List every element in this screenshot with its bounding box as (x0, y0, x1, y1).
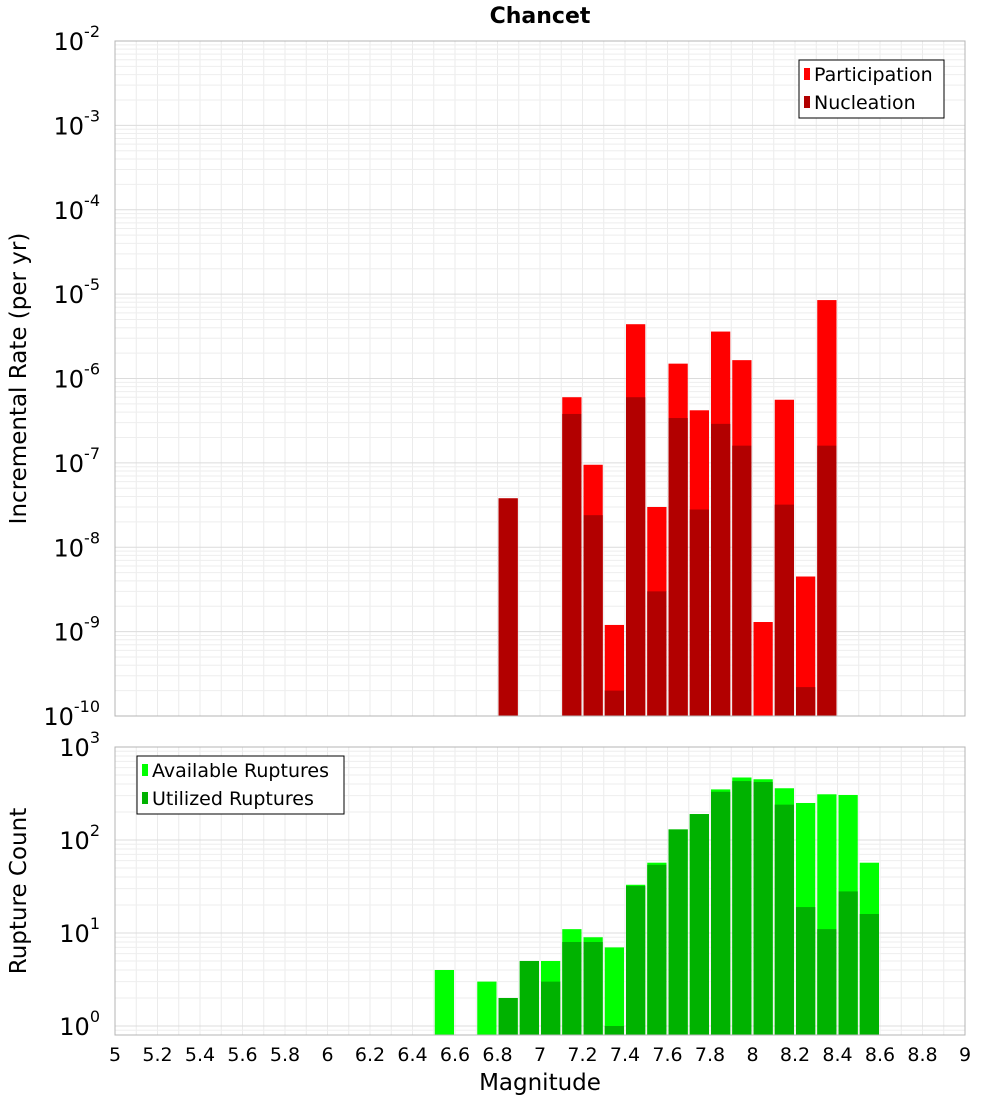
bar-series-2 (796, 687, 816, 716)
x-tick-label: 5.4 (185, 1044, 215, 1066)
x-tick-label: 6.8 (482, 1044, 512, 1066)
legend: Participation Nucleation (798, 59, 945, 119)
bar-series-2 (689, 814, 709, 1035)
plot-frame (114, 746, 966, 1036)
x-tick-label: 7.2 (567, 1044, 597, 1066)
legend-label: Nucleation (814, 92, 916, 114)
bar-series-group (498, 300, 837, 716)
bar-series-2 (838, 891, 858, 1035)
x-tick-label: 6.2 (355, 1044, 385, 1066)
y-tick-label: 10-4 (54, 191, 101, 225)
bar-series-2 (668, 829, 688, 1035)
bar-series-1 (477, 981, 497, 1035)
legend-box (136, 755, 345, 815)
bar-series-group (434, 777, 879, 1035)
bar-series-2 (519, 960, 539, 1035)
y-tick-label: 103 (59, 728, 100, 762)
x-tick-label: 5.2 (142, 1044, 172, 1066)
x-tick-label: 5 (109, 1044, 121, 1066)
plot-frame (114, 40, 966, 717)
y-tick-label: 10-6 (54, 360, 101, 394)
y-tick-label: 10-5 (54, 275, 101, 309)
x-tick-label: 9 (959, 1044, 971, 1066)
x-tick-label: 6 (321, 1044, 333, 1066)
bar-series-2 (711, 423, 731, 716)
grid-lines (114, 40, 966, 717)
bar-series-2 (498, 498, 518, 716)
bar-series-2 (626, 886, 646, 1035)
bar-series-2 (859, 914, 879, 1035)
legend-swatch (804, 96, 810, 108)
bar-series-2 (541, 981, 561, 1035)
x-tick-label: 5.6 (227, 1044, 257, 1066)
bar-series-1 (604, 947, 624, 1035)
y-axis-title: Rupture Count (6, 808, 32, 974)
legend-label: Utilized Ruptures (152, 788, 314, 810)
legend: Available Ruptures Utilized Ruptures (136, 755, 345, 815)
bar-series-2 (732, 781, 752, 1035)
bar-series-2 (647, 591, 667, 716)
bar-series-2 (732, 445, 752, 716)
chart-title: Chancet (490, 4, 591, 29)
bar-series-1 (434, 969, 454, 1035)
legend-swatch (804, 68, 810, 80)
x-tick-label: 7 (534, 1044, 546, 1066)
bar-series-2 (562, 942, 582, 1035)
x-tick-label: 7.4 (610, 1044, 640, 1066)
bar-series-2 (711, 791, 731, 1035)
x-tick-label: 8.8 (907, 1044, 937, 1066)
legend-swatch (142, 792, 148, 804)
bar-series-2 (817, 929, 837, 1035)
y-tick-label: 10-8 (54, 528, 101, 562)
y-tick-label: 10-9 (54, 613, 101, 647)
legend-swatch (142, 764, 148, 776)
y-tick-label: 10-2 (54, 22, 101, 56)
bar-series-2 (668, 418, 688, 716)
x-tick-label: 8 (746, 1044, 758, 1066)
y-tick-label: 10-3 (54, 106, 101, 140)
x-tick-label: 6.4 (397, 1044, 427, 1066)
y-tick-label: 102 (59, 821, 100, 855)
legend-box (798, 59, 945, 119)
y-tick-label: 10-10 (43, 697, 100, 731)
bar-series-2 (583, 515, 603, 716)
chart-panel-2: 100 101 102 103 Rupture Count Available Ruptu… (6, 728, 966, 1041)
bar-series-2 (774, 804, 794, 1035)
bar-series-2 (583, 942, 603, 1035)
bar-series-2 (796, 907, 816, 1035)
chart-panel-1: 10-10 10-9 10-8 10-7 10-6 10-5 10-4 10-3 10-2 Inc… (6, 22, 966, 731)
x-tick-label: 7.6 (652, 1044, 682, 1066)
y-tick-label: 101 (59, 914, 100, 948)
bar-series-2 (774, 504, 794, 716)
y-axis-title: Incremental Rate (per yr) (6, 233, 32, 525)
x-tick-label: 8.2 (780, 1044, 810, 1066)
x-tick-label: 7.8 (695, 1044, 725, 1066)
y-tick-label: 100 (59, 1007, 100, 1041)
bar-series-2 (647, 864, 667, 1035)
legend-label: Participation (814, 64, 933, 86)
bar-series-2 (689, 509, 709, 716)
x-tick-label: 6.6 (440, 1044, 470, 1066)
x-tick-labels: 5 5.2 5.4 5.6 5.8 6 6.2 6.4 6.6 6.8 7 7.2 7.4 7.6 7.8 8… (109, 1044, 971, 1066)
bar-series-2 (626, 397, 646, 716)
bar-series-2 (604, 1025, 624, 1035)
bar-series-1 (796, 576, 816, 716)
bar-series-2 (498, 997, 518, 1035)
x-tick-label: 8.4 (822, 1044, 852, 1066)
legend-label: Available Ruptures (152, 760, 329, 782)
y-tick-label: 10-7 (54, 444, 101, 478)
bar-series-2 (817, 445, 837, 716)
x-axis-title: Magnitude (479, 1070, 601, 1096)
x-tick-label: 5.8 (270, 1044, 300, 1066)
bar-series-1 (753, 622, 773, 716)
bar-series-2 (604, 690, 624, 716)
bar-series-2 (753, 782, 773, 1035)
bar-series-2 (562, 413, 582, 716)
x-tick-label: 8.6 (865, 1044, 895, 1066)
